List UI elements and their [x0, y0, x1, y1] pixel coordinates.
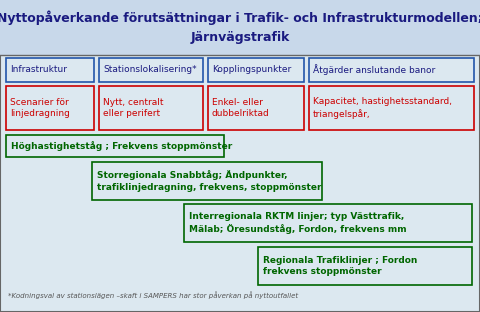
FancyBboxPatch shape [99, 86, 203, 130]
FancyBboxPatch shape [184, 204, 472, 242]
Text: Kopplingspunkter: Kopplingspunkter [212, 66, 291, 75]
Text: Kapacitet, hastighetsstandard,
triangelspår,: Kapacitet, hastighetsstandard, triangels… [313, 97, 452, 119]
Text: Åtgärder anslutande banor: Åtgärder anslutande banor [313, 65, 435, 76]
Text: Scenarier för
linjedragning: Scenarier för linjedragning [10, 98, 70, 118]
Text: Enkel- eller
dubbelriktad: Enkel- eller dubbelriktad [212, 98, 270, 118]
Text: Infrastruktur: Infrastruktur [10, 66, 67, 75]
Text: *Kodningsval av stationslägen –skaft i SAMPERS har stor påverkan på nyttoutfalle: *Kodningsval av stationslägen –skaft i S… [8, 291, 298, 299]
FancyBboxPatch shape [0, 0, 480, 55]
FancyBboxPatch shape [6, 135, 224, 157]
FancyBboxPatch shape [258, 247, 472, 285]
FancyBboxPatch shape [6, 86, 94, 130]
FancyBboxPatch shape [208, 86, 304, 130]
FancyBboxPatch shape [6, 58, 94, 82]
Text: Stationslokalisering*: Stationslokalisering* [103, 66, 197, 75]
Text: Höghastighetståg ; Frekvens stoppmönster: Höghastighetståg ; Frekvens stoppmönster [11, 141, 232, 151]
Text: Interregionala RKTM linjer; typ Västtrafik,
Mälab; Öresundståg, Fordon, frekvens: Interregionala RKTM linjer; typ Västtraf… [189, 212, 407, 234]
Text: Järnvägstrafik: Järnvägstrafik [190, 32, 290, 45]
FancyBboxPatch shape [309, 86, 474, 130]
FancyBboxPatch shape [208, 58, 304, 82]
Text: Nytt, centralt
eller perifert: Nytt, centralt eller perifert [103, 98, 164, 118]
Text: Nyttopåverkande förutsättningar i Trafik- och Infrastrukturmodellen;: Nyttopåverkande förutsättningar i Trafik… [0, 11, 480, 25]
Text: Regionala Trafiklinjer ; Fordon
frekvens stoppmönster: Regionala Trafiklinjer ; Fordon frekvens… [263, 256, 418, 276]
FancyBboxPatch shape [92, 162, 322, 200]
Text: Storregionala Snabbtåg; Ändpunkter,
trafiklinjedragning, frekvens, stoppmönster: Storregionala Snabbtåg; Ändpunkter, traf… [97, 170, 322, 192]
FancyBboxPatch shape [99, 58, 203, 82]
FancyBboxPatch shape [309, 58, 474, 82]
